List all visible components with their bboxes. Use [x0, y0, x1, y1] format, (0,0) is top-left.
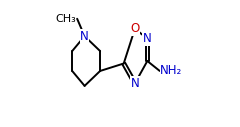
Text: N: N [131, 77, 139, 90]
Text: O: O [130, 22, 139, 35]
Text: NH₂: NH₂ [160, 65, 183, 77]
Text: N: N [80, 30, 89, 43]
Text: CH₃: CH₃ [55, 14, 76, 24]
Text: N: N [143, 32, 152, 45]
